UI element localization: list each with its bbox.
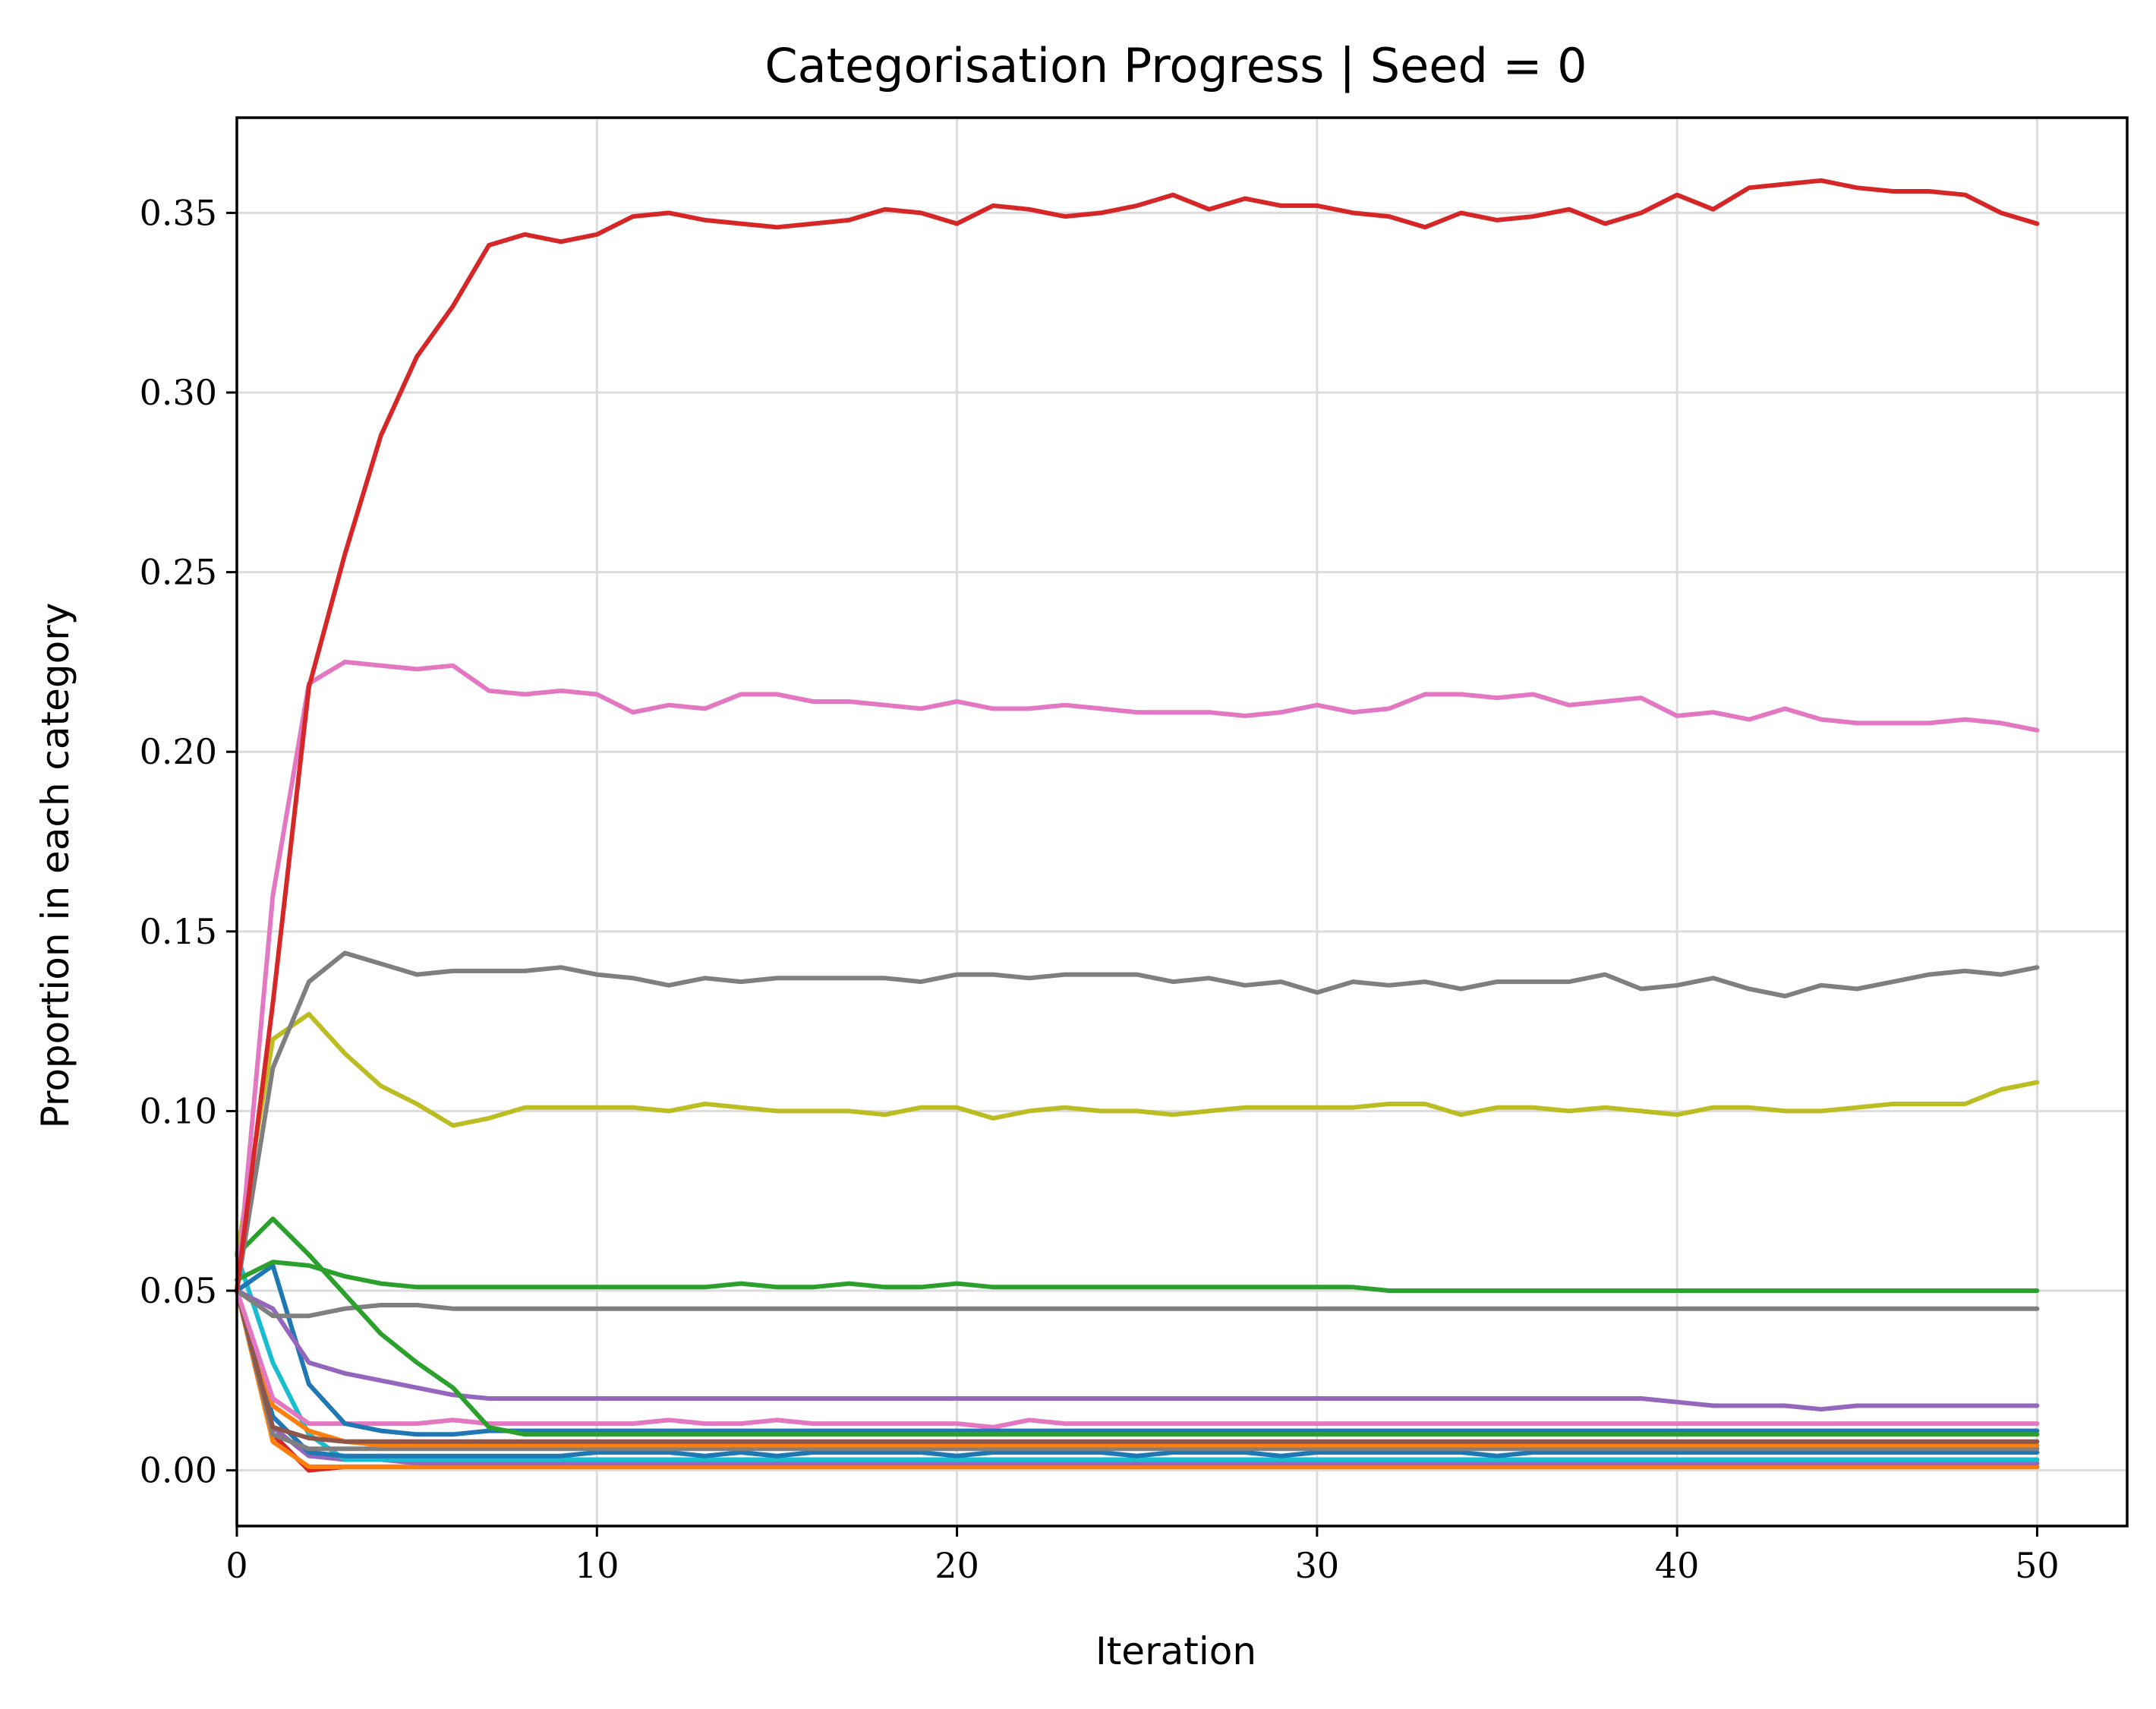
y-tick-label: 0.30 (140, 372, 217, 413)
series-line (235, 1288, 2040, 1448)
series-line (235, 1288, 2040, 1452)
series-line (235, 1216, 2040, 1437)
series-line (235, 1288, 2040, 1412)
series-line (235, 1288, 2040, 1469)
series-line (235, 1252, 2040, 1462)
x-tick-label: 50 (2015, 1545, 2060, 1586)
chart-title: Categorisation Progress | Seed = 0 (764, 38, 1587, 94)
x-tick-label: 0 (225, 1545, 247, 1586)
series-lines (235, 178, 2040, 1473)
series-line (235, 1288, 2040, 1430)
series-line (235, 1011, 2040, 1257)
y-tick-label: 0.05 (140, 1270, 217, 1311)
y-tick-label: 0.15 (140, 911, 217, 952)
series-line (235, 659, 2040, 1293)
series-line (235, 1260, 2040, 1293)
x-tick-label: 20 (935, 1545, 979, 1586)
y-axis-label: Proportion in each category (33, 603, 77, 1129)
y-tick-label: 0.35 (140, 192, 217, 233)
y-tick-label: 0.20 (140, 731, 217, 772)
series-line (235, 1263, 2040, 1437)
series-line (235, 1288, 2040, 1458)
y-tick-label: 0.25 (140, 552, 217, 593)
x-axis-label: Iteration (1095, 1629, 1256, 1673)
series-line (235, 1288, 2040, 1466)
axis-ticks: 0 10 20 30 40 50 0.00 0.05 0.10 0.15 0.20 0.25 0.30 0… (140, 192, 2060, 1586)
plot-frame (235, 116, 2129, 1528)
x-tick-label: 10 (575, 1545, 619, 1586)
series-line (235, 1288, 2040, 1319)
x-tick-label: 30 (1295, 1545, 1340, 1586)
x-tick-label: 40 (1655, 1545, 1700, 1586)
y-tick-label: 0.00 (140, 1450, 217, 1491)
series-line (235, 951, 2040, 1293)
series-line (235, 1288, 2040, 1444)
gridlines (235, 118, 2127, 1526)
y-tick-label: 0.10 (140, 1090, 217, 1131)
series-line (235, 178, 2040, 1293)
